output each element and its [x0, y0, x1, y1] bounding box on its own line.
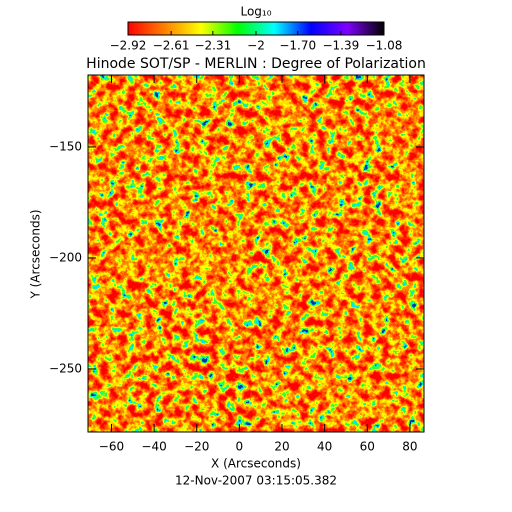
x-axis-label: X (Arcseconds) — [211, 457, 301, 471]
polarization-map — [88, 75, 424, 432]
colorbar-tick-label: −2.61 — [153, 39, 190, 53]
y-axis-label: Y (Arcseconds) — [29, 209, 43, 299]
y-tick-label: −200 — [49, 250, 82, 264]
y-tick-label: −150 — [49, 139, 82, 153]
colorbar-tick-label: −1.39 — [322, 39, 359, 53]
colorbar-tick-label: −1.08 — [366, 39, 403, 53]
x-tick-label: −60 — [99, 440, 124, 454]
x-tick-label: 0 — [236, 440, 244, 454]
colorbar-tick-label: −2.31 — [194, 39, 231, 53]
x-tick-label: 80 — [402, 440, 417, 454]
colorbar-tick-label: −2.92 — [110, 39, 147, 53]
colorbar-tick-label: −1.70 — [279, 39, 316, 53]
plot-frame — [87, 74, 425, 433]
y-tick-label: −250 — [49, 361, 82, 375]
x-tick-label: 60 — [360, 440, 375, 454]
x-tick-label: −20 — [184, 440, 209, 454]
x-tick-label: −40 — [141, 440, 166, 454]
x-tick-label: 40 — [317, 440, 332, 454]
x-tick-label: 20 — [274, 440, 289, 454]
footer-date: 12-Nov-2007 03:15:05.382 — [175, 474, 337, 488]
chart-title: Hinode SOT/SP - MERLIN : Degree of Polar… — [86, 56, 426, 72]
colorbar-tick-label: −2 — [247, 39, 265, 53]
colorbar-label: Log₁₀ — [240, 5, 271, 19]
